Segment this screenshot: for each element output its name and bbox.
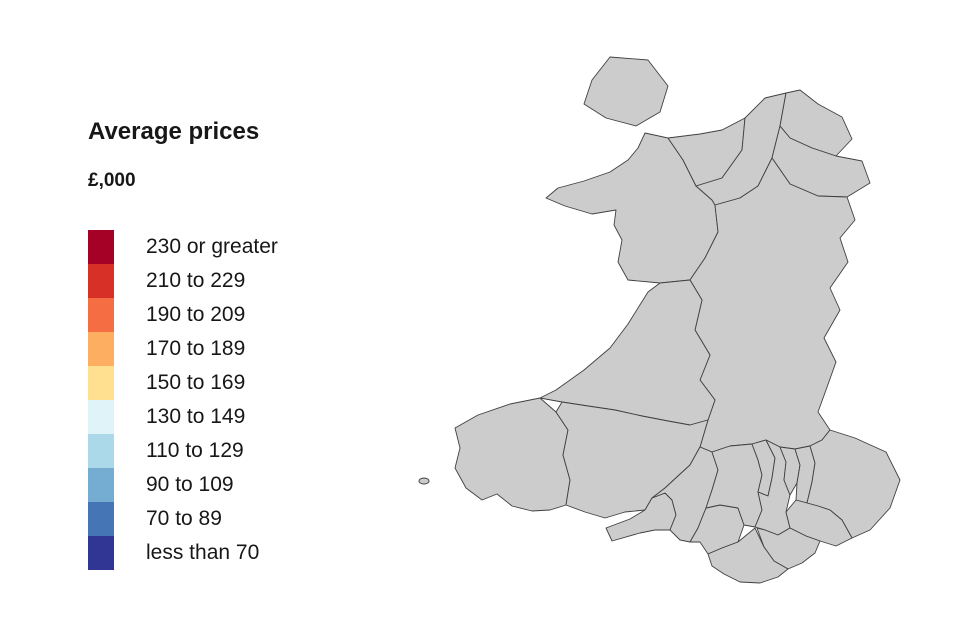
legend-row: less than 70 [88, 536, 398, 570]
legend-swatch [88, 400, 114, 434]
legend-swatch [88, 298, 114, 332]
legend-label: 190 to 209 [146, 303, 246, 326]
legend-row: 150 to 169 [88, 366, 398, 400]
wales-choropleth-map [418, 56, 901, 584]
legend-row: 90 to 109 [88, 468, 398, 502]
map-small-island [418, 477, 430, 485]
map-region-pembrokeshire [454, 397, 571, 512]
legend-label: 210 to 229 [146, 269, 246, 292]
legend-label: 170 to 189 [146, 337, 246, 360]
legend-row: 210 to 229 [88, 264, 398, 298]
legend-row: 170 to 189 [88, 332, 398, 366]
legend-swatch [88, 230, 114, 264]
legend-row: 110 to 129 [88, 434, 398, 468]
legend-swatch [88, 502, 114, 536]
legend-label: less than 70 [146, 541, 260, 564]
legend-row: 190 to 209 [88, 298, 398, 332]
legend-swatch [88, 366, 114, 400]
legend-swatch [88, 434, 114, 468]
legend-label: 130 to 149 [146, 405, 246, 428]
legend-swatch [88, 468, 114, 502]
map-region-monmouthshire [806, 429, 901, 539]
legend-row: 130 to 149 [88, 400, 398, 434]
map-region-vale-of-glamorgan [707, 527, 789, 584]
legend-rows: 230 or greater 210 to 229 190 to 209 170… [88, 230, 398, 570]
legend-label: 230 or greater [146, 235, 278, 258]
legend-label: 70 to 89 [146, 507, 222, 530]
map-region-isle-of-anglesey [583, 56, 669, 127]
legend-swatch [88, 332, 114, 366]
legend-swatch [88, 536, 114, 570]
legend-swatch [88, 264, 114, 298]
legend-row: 70 to 89 [88, 502, 398, 536]
legend-label: 90 to 109 [146, 473, 234, 496]
legend-row: 230 or greater [88, 230, 398, 264]
legend-label: 150 to 169 [146, 371, 246, 394]
legend-title: Average prices [88, 118, 260, 145]
legend: Average prices £,000 230 or greater 210 … [88, 118, 398, 570]
legend-unit-label: £,000 [88, 170, 136, 191]
legend-label: 110 to 129 [146, 439, 244, 462]
